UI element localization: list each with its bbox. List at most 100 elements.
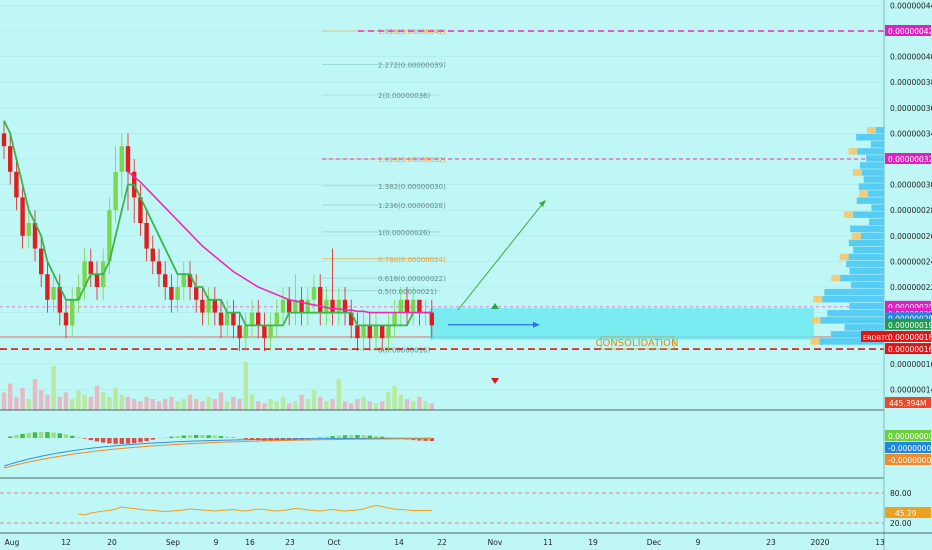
candle-body xyxy=(324,299,329,313)
volume-bar xyxy=(349,403,354,410)
volume-bar xyxy=(262,403,267,410)
candle-body xyxy=(76,287,81,300)
candle-body xyxy=(144,223,149,249)
candle-body xyxy=(429,312,434,326)
volume-profile-bar xyxy=(852,211,884,218)
volume-bar xyxy=(380,401,385,410)
price-tick-label: 0.00000038 xyxy=(890,78,932,87)
candle-body xyxy=(262,325,267,339)
price-tag xyxy=(885,153,931,164)
volume-bar xyxy=(336,379,341,410)
time-tick-label: 2020 xyxy=(810,538,829,547)
volume-bar xyxy=(256,401,261,410)
volume-bar xyxy=(32,379,38,410)
candle-body xyxy=(417,299,422,313)
candle-body xyxy=(138,197,143,223)
macd-histogram-bar xyxy=(423,438,428,441)
candle-body xyxy=(169,287,174,300)
candle-body xyxy=(318,287,323,313)
candle-body xyxy=(45,274,50,300)
macd-histogram-bar xyxy=(225,436,230,438)
macd-tag-label: -0.00000000 xyxy=(888,456,932,465)
macd-histogram-bar xyxy=(101,438,106,443)
volume-profile-bar-alt xyxy=(831,274,841,282)
macd-tag-label: 0.00000000 xyxy=(888,432,932,441)
volume-profile-bar xyxy=(846,260,884,268)
volume-bar xyxy=(101,392,106,410)
time-tick-label: 19 xyxy=(588,538,598,547)
volume-bar xyxy=(280,396,286,410)
volume-bar xyxy=(82,394,87,410)
macd-histogram-bar xyxy=(76,437,81,438)
volume-bar xyxy=(8,383,13,410)
time-tick-label: 14 xyxy=(394,538,404,547)
volume-profile-bar xyxy=(849,303,884,310)
volume-profile-bar xyxy=(819,338,884,345)
candle-body xyxy=(237,325,242,339)
candle-body xyxy=(70,299,75,326)
volume-bar xyxy=(268,399,273,410)
volume-bar xyxy=(150,399,155,410)
volume-bar xyxy=(163,399,168,410)
consolidation-label-frame xyxy=(600,336,675,350)
volume-bar xyxy=(57,396,62,410)
macd-histogram-bar xyxy=(324,436,329,438)
candle-body xyxy=(32,223,38,249)
macd-histogram-bar xyxy=(45,432,50,438)
macd-histogram-bar xyxy=(14,435,19,438)
macd-histogram-bar xyxy=(132,438,137,444)
time-tick-label: Aug xyxy=(5,538,20,547)
volume-bar xyxy=(138,401,143,410)
time-tick-label: 20 xyxy=(107,538,117,547)
candle-body xyxy=(26,223,31,236)
macd-histogram-bar xyxy=(26,432,31,438)
candle-body xyxy=(20,197,25,236)
candle-body xyxy=(386,325,391,339)
price-tag xyxy=(885,318,931,330)
fib-level-label: 1.382(0.00000030) xyxy=(378,183,446,191)
volume-profile-bar xyxy=(848,239,884,247)
candle-body xyxy=(51,287,56,300)
price-tag-label: 0.00000016 xyxy=(888,345,932,354)
volume-bar xyxy=(330,399,335,410)
price-tick-label: 0.00000022 xyxy=(890,283,932,292)
volume-profile-bar xyxy=(840,274,884,282)
candlesticks xyxy=(1,120,434,351)
macd-histogram-bar xyxy=(39,432,44,438)
macd-line xyxy=(3,437,432,467)
candle-body xyxy=(194,287,199,300)
volume-bar xyxy=(417,396,422,410)
volume-profile-bar xyxy=(860,162,884,169)
fib-level-label: 1.618(0.00000042) xyxy=(378,28,446,36)
price-tag-label: 0.00000019 xyxy=(888,321,932,330)
macd-histogram-bar xyxy=(138,438,143,443)
candle-body xyxy=(57,287,62,313)
volume-profile-bar xyxy=(830,331,884,338)
volume-bar xyxy=(206,396,211,410)
volume-bar xyxy=(70,399,75,410)
macd-histogram-bar xyxy=(243,438,248,439)
candle-body xyxy=(355,325,360,339)
candle-body xyxy=(268,325,273,339)
macd-histogram-bar xyxy=(367,435,372,438)
candle-body xyxy=(287,299,292,313)
volume-profile-bar xyxy=(876,127,884,134)
volume-profile-bar-alt xyxy=(853,169,863,176)
rsi-tag xyxy=(885,507,931,518)
candle-body xyxy=(187,274,193,287)
price-tag xyxy=(885,25,931,36)
macd-histogram-bar xyxy=(82,438,87,439)
candle-body xyxy=(330,299,335,313)
candle-body xyxy=(249,312,255,326)
volume-bar xyxy=(423,401,428,410)
price-tick-label: 0.00000024 xyxy=(890,257,932,266)
candle-body xyxy=(398,299,403,313)
candle-body xyxy=(231,312,236,326)
candle-body xyxy=(256,312,261,326)
volume-bar xyxy=(218,392,224,410)
volume-profile-bar xyxy=(822,295,884,303)
volume-profile-bar-alt xyxy=(810,338,820,345)
projection-up-arrowhead xyxy=(539,200,546,207)
